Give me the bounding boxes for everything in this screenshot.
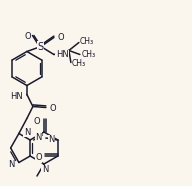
Text: O: O [24,32,31,41]
Text: S: S [38,41,44,52]
Text: CH₃: CH₃ [72,59,86,68]
Text: O: O [33,116,40,126]
Text: CH₃: CH₃ [80,37,94,46]
Text: HN: HN [56,50,69,59]
Text: O: O [35,153,42,163]
Text: N: N [49,135,55,145]
Text: N: N [24,128,30,137]
Text: N: N [42,165,48,174]
Text: N: N [8,160,15,169]
Text: O: O [50,104,56,113]
Text: N: N [36,132,42,142]
Text: CH₃: CH₃ [82,50,96,59]
Text: HN: HN [10,92,23,101]
Text: O: O [58,33,65,42]
